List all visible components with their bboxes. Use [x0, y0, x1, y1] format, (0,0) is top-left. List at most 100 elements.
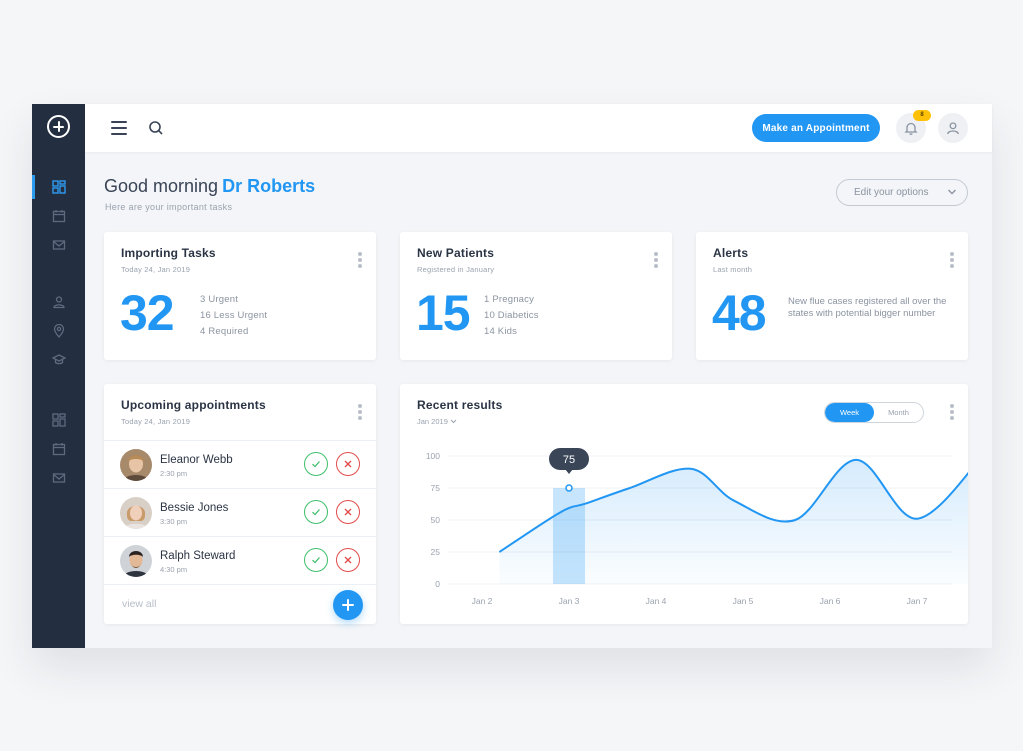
- app-window: Make an Appointment 8 Good morning Dr Rob…: [32, 104, 992, 648]
- card-subtitle: Today 24, Jan 2019: [121, 265, 191, 274]
- page-title: Good morning Dr Roberts: [104, 176, 315, 197]
- logo-plus-icon[interactable]: [47, 115, 70, 138]
- y-tick-label: 0: [435, 579, 440, 589]
- alerts-card: Alerts Last month 48 New flue cases regi…: [696, 232, 968, 360]
- accept-button[interactable]: [304, 452, 328, 476]
- appointment-row[interactable]: Ralph Steward 4:30 pm: [104, 536, 376, 584]
- tasks-count: 32: [120, 285, 175, 341]
- sidebar-item-dashboard-2[interactable]: [32, 408, 85, 432]
- notifications-button[interactable]: 8: [896, 110, 931, 143]
- accept-button[interactable]: [304, 548, 328, 572]
- stat-item: 14 Kids: [484, 326, 518, 337]
- page-subtitle: Here are your important tasks: [105, 202, 233, 212]
- edit-options-button[interactable]: Edit your options: [836, 179, 968, 206]
- appointment-row[interactable]: Eleanor Webb 2:30 pm: [104, 440, 376, 488]
- patients-breakdown: 1 Pregnacy 10 Diabetics 14 Kids: [484, 292, 539, 340]
- patient-name: Bessie Jones: [160, 502, 229, 514]
- toggle-week[interactable]: Week: [825, 403, 874, 422]
- y-tick-label: 25: [431, 547, 441, 557]
- mail-icon: [52, 240, 65, 250]
- decline-button[interactable]: [336, 548, 360, 572]
- x-tick-label: Jan 5: [733, 596, 754, 606]
- sidebar-item-calendar-2[interactable]: [32, 437, 85, 461]
- decline-button[interactable]: [336, 452, 360, 476]
- chevron-down-icon: [450, 419, 457, 424]
- calendar-icon: [52, 443, 65, 456]
- check-icon: [312, 461, 320, 468]
- results-card: Recent results Jan 2019 Week Month 0 25 50…: [400, 384, 968, 624]
- appointment-time: 3:30 pm: [160, 517, 188, 526]
- bell-icon: [904, 122, 918, 135]
- dashboard-icon: [51, 180, 66, 194]
- close-icon: [344, 556, 352, 564]
- check-icon: [312, 509, 320, 516]
- card-title: Upcoming appointments: [121, 398, 266, 412]
- x-tick-label: Jan 6: [820, 596, 841, 606]
- tooltip-pointer: [565, 469, 573, 474]
- appointments-footer: [104, 584, 376, 624]
- tasks-card: Importing Tasks Today 24, Jan 2019 32 3 …: [104, 232, 376, 360]
- sidebar-item-patients[interactable]: [32, 290, 85, 314]
- profile-button[interactable]: [938, 113, 968, 143]
- user-icon: [52, 296, 65, 309]
- appointment-row[interactable]: Bessie Jones 3:30 pm: [104, 488, 376, 536]
- notification-badge: 8: [913, 110, 931, 121]
- highlight-point[interactable]: [565, 484, 573, 492]
- view-all-link[interactable]: view all: [122, 598, 157, 610]
- x-tick-label: Jan 7: [907, 596, 928, 606]
- appointment-time: 2:30 pm: [160, 469, 188, 478]
- add-appointment-button[interactable]: [333, 590, 363, 620]
- period-selector[interactable]: Jan 2019: [417, 417, 457, 426]
- location-pin-icon: [53, 324, 64, 338]
- y-tick-label: 100: [426, 451, 440, 461]
- alerts-description: New flue cases registered all over the s…: [788, 296, 947, 319]
- week-month-toggle[interactable]: Week Month: [824, 402, 924, 423]
- y-tick-label: 50: [431, 515, 441, 525]
- hamburger-menu-icon[interactable]: [111, 121, 127, 135]
- more-options-icon[interactable]: [654, 252, 658, 268]
- patients-card: New Patients Registered in January 15 1 …: [400, 232, 672, 360]
- top-header: Make an Appointment 8: [85, 104, 992, 152]
- doctor-name: Dr Roberts: [222, 176, 316, 196]
- accept-button[interactable]: [304, 500, 328, 524]
- sidebar-item-calendar[interactable]: [32, 204, 85, 228]
- patient-name: Ralph Steward: [160, 550, 236, 562]
- patients-count: 15: [416, 285, 471, 341]
- search-icon[interactable]: [148, 120, 164, 136]
- more-options-icon[interactable]: [950, 252, 954, 268]
- close-icon: [344, 508, 352, 516]
- tasks-breakdown: 3 Urgent 16 Less Urgent 4 Required: [200, 292, 267, 340]
- mail-icon: [52, 473, 65, 483]
- card-title: Recent results: [417, 398, 503, 412]
- more-options-icon[interactable]: [358, 404, 362, 420]
- y-tick-label: 75: [431, 483, 441, 493]
- more-options-icon[interactable]: [358, 252, 362, 268]
- sidebar-item-mail[interactable]: [32, 233, 85, 257]
- stat-item: 16 Less Urgent: [200, 310, 268, 321]
- card-title: Importing Tasks: [121, 246, 216, 260]
- sidebar-item-dashboard[interactable]: [32, 175, 85, 199]
- appointments-card: Upcoming appointments Today 24, Jan 2019…: [104, 384, 376, 624]
- decline-button[interactable]: [336, 500, 360, 524]
- patient-name: Eleanor Webb: [160, 454, 233, 466]
- alerts-count: 48: [712, 285, 767, 341]
- sidebar-item-education[interactable]: [32, 348, 85, 372]
- card-subtitle: Last month: [713, 265, 753, 274]
- sidebar: [32, 104, 85, 648]
- check-icon: [312, 557, 320, 564]
- avatar: [120, 449, 152, 481]
- value-tooltip: [549, 448, 589, 470]
- card-title: Alerts: [713, 246, 749, 260]
- x-tick-label: Jan 4: [646, 596, 667, 606]
- card-title: New Patients: [417, 246, 495, 260]
- make-appointment-button[interactable]: Make an Appointment: [752, 114, 880, 142]
- sidebar-item-mail-2[interactable]: [32, 466, 85, 490]
- dashboard-icon: [51, 413, 66, 427]
- chart-line: [498, 458, 968, 553]
- sidebar-item-location[interactable]: [32, 319, 85, 343]
- chart-area: [499, 459, 968, 584]
- stat-item: 3 Urgent: [200, 294, 239, 305]
- toggle-month[interactable]: Month: [888, 408, 909, 417]
- more-options-icon[interactable]: [950, 404, 954, 420]
- x-tick-label: Jan 2: [472, 596, 493, 606]
